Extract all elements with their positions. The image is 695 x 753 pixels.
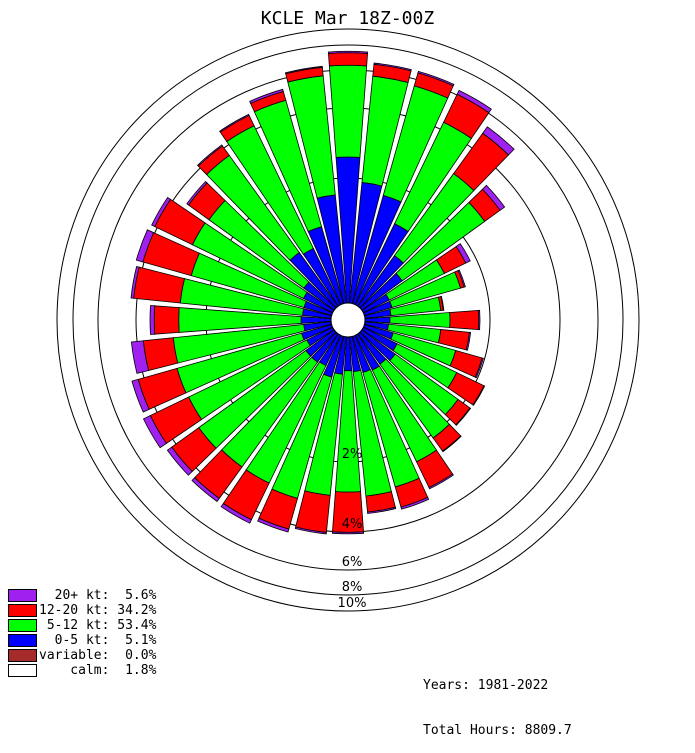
footer-info: Years: 1981-2022 Total Hours: 8809.7 [423,648,572,753]
legend-item: variable: 0.0% [8,648,156,663]
rose-wedge [130,340,150,374]
chart-title: KCLE Mar 18Z-00Z [260,8,435,29]
rose-wedge [331,531,365,535]
rose-wedge [417,70,455,87]
rose-wedge [456,89,492,114]
rose-wedge [465,331,472,351]
rose-wedge [151,196,172,228]
rose-wedge [455,407,472,426]
rose-wedge [295,490,331,533]
rose-wedge [196,144,223,167]
rose-wedge [400,496,430,510]
rose-wedge [482,126,515,156]
rose-wedge [428,473,454,490]
rose-wedge [166,446,193,476]
rose-wedge [249,88,284,104]
rose-wedge [457,269,466,288]
ring-label: 4% [342,517,363,532]
legend-item: 0-5 kt: 5.1% [8,633,156,648]
rose-wedge [327,52,369,67]
legend-swatch [8,634,37,647]
radial-ring [72,44,624,596]
legend-swatch [8,589,37,602]
legend-label: 5-12 kt: 53.4% [39,618,157,633]
rose-wedge [131,378,150,413]
legend-label: 12-20 kt: 34.2% [39,603,157,618]
rose-wedge [440,295,445,311]
rose-wedge [220,502,252,524]
legend-swatch [8,664,37,677]
rose-wedge [472,385,486,406]
rose-wedge [133,266,186,304]
ring-label: 10% [338,596,367,611]
legend-item: calm: 1.8% [8,663,156,678]
legend-label: 0-5 kt: 5.1% [39,633,157,648]
rose-wedge [257,517,290,533]
legend-item: 5-12 kt: 53.4% [8,618,156,633]
rose-wedge [327,50,369,54]
rose-wedge [284,65,323,75]
ring-label: 8% [342,580,363,595]
legend: 20+ kt: 5.6% 12-20 kt: 34.2% 5-12 kt: 53.… [8,588,156,678]
rose-wedge [474,357,484,379]
ring-label: 2% [342,447,363,462]
total-hours-text: Total Hours: 8809.7 [423,723,572,738]
legend-item: 20+ kt: 5.6% [8,588,156,603]
rose-wedge [191,477,220,503]
wind-rose-chart: 2% 4% 6% 8%10% [56,28,640,612]
rose-wedge [481,184,506,211]
legend-label: 20+ kt: 5.6% [39,588,157,603]
rose-wedge [149,305,156,335]
legend-label: variable: 0.0% [39,648,157,663]
rose-wedge [367,506,397,514]
rose-wedge [219,113,250,133]
rose-wedge [455,243,471,264]
legend-swatch [8,604,37,617]
legend-item: 12-20 kt: 34.2% [8,603,156,618]
years-text: Years: 1981-2022 [423,678,549,693]
rose-wedge [142,337,179,371]
rose-wedge [130,266,140,299]
rose-wedge [328,64,368,158]
legend-swatch [8,619,37,632]
ring-label: 6% [342,555,363,570]
rose-wedge [294,526,327,535]
radial-ring [56,28,640,612]
rose-wedge [186,180,208,206]
rose-wedge [142,415,167,449]
legend-swatch [8,649,37,662]
legend-label: calm: 1.8% [39,663,157,678]
rose-wedge [135,229,155,263]
rose-wedge [477,309,481,331]
rose-wedge [449,309,480,331]
rose-wedge [153,305,180,335]
rose-wedge [373,62,412,72]
rose-wedge [441,435,462,453]
calm-center [330,302,366,338]
